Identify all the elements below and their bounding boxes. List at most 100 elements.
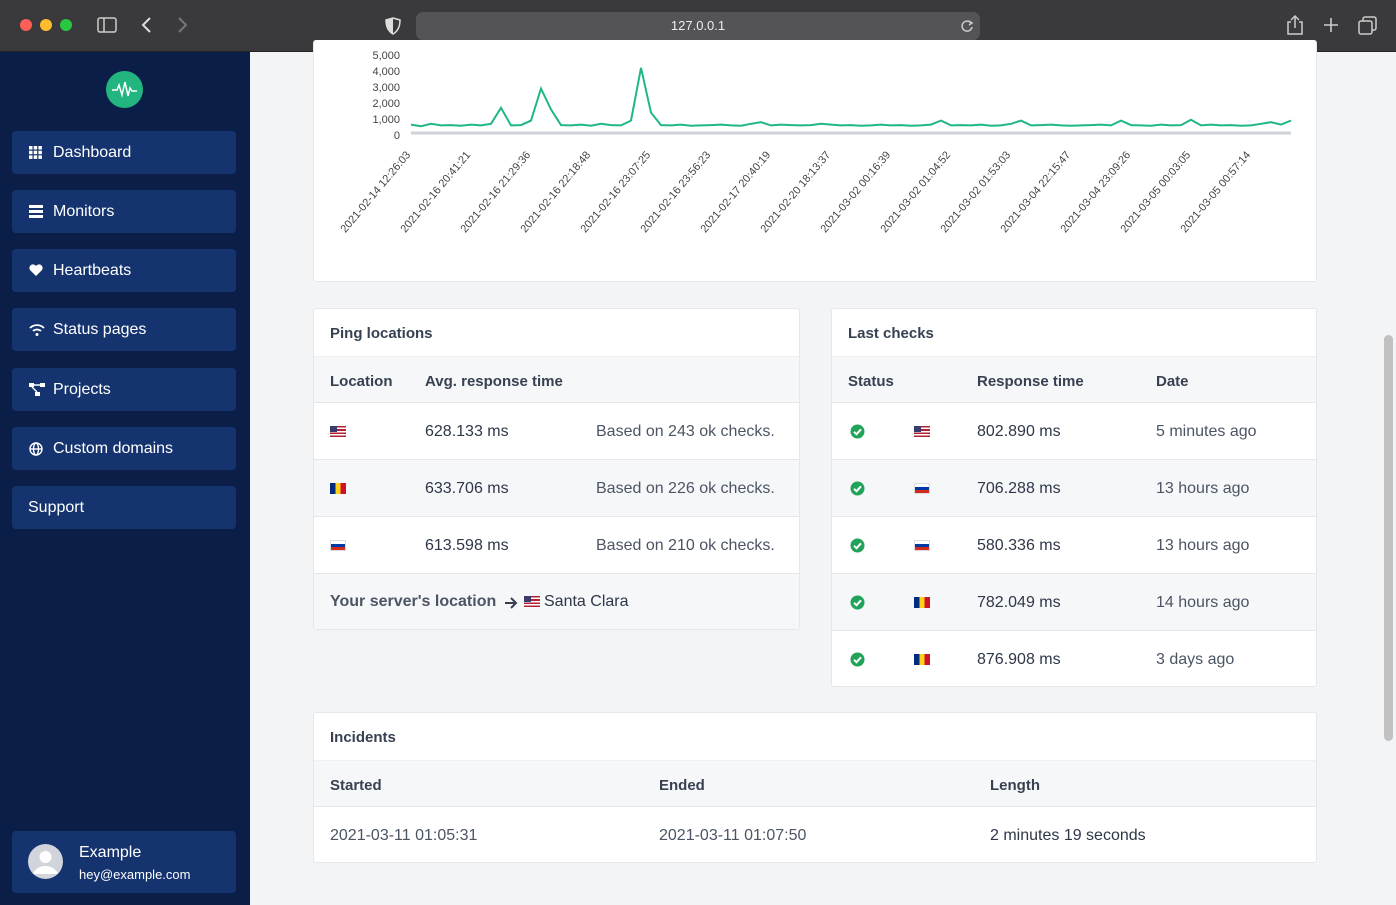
table-row: 580.336 ms 13 hours ago xyxy=(832,517,1316,574)
check-count: Based on 210 ok checks. xyxy=(596,537,775,554)
minimize-button[interactable] xyxy=(40,19,52,31)
user-email: hey@example.com xyxy=(79,867,191,882)
y-tick-label: 2,000 xyxy=(372,98,400,110)
avatar xyxy=(28,844,63,879)
response-time: 633.706 ms xyxy=(425,480,509,497)
new-tab-button[interactable] xyxy=(1322,16,1340,34)
reload-button[interactable] xyxy=(960,19,974,33)
card-title: Last checks xyxy=(848,325,934,342)
nav-item[interactable]: Dashboard xyxy=(12,131,236,174)
nav-item[interactable]: Custom domains xyxy=(12,427,236,470)
back-button[interactable] xyxy=(140,16,154,34)
share-button[interactable] xyxy=(1286,14,1304,36)
y-tick-label: 0 xyxy=(394,130,400,142)
y-tick-label: 4,000 xyxy=(372,66,400,78)
check-count: Based on 243 ok checks. xyxy=(596,423,775,440)
nav-label: Status pages xyxy=(53,321,147,338)
nav-item[interactable]: Heartbeats xyxy=(12,249,236,292)
table-row: 802.890 ms 5 minutes ago xyxy=(832,403,1316,460)
incident-length: 2 minutes 19 seconds xyxy=(990,827,1146,844)
column-header: Date xyxy=(1156,373,1189,390)
y-tick-label: 3,000 xyxy=(372,82,400,94)
arrow-icon xyxy=(505,597,518,609)
check-date: 5 minutes ago xyxy=(1156,423,1257,440)
check-date: 13 hours ago xyxy=(1156,480,1250,497)
nav-icon xyxy=(29,442,43,456)
response-time: 580.336 ms xyxy=(977,537,1061,554)
column-header: Length xyxy=(990,777,1040,794)
card-title: Incidents xyxy=(330,729,396,746)
y-tick-label: 1,000 xyxy=(372,114,400,126)
nav-icon xyxy=(29,205,43,218)
flag-ro xyxy=(914,654,930,665)
nav-icon xyxy=(29,383,45,396)
column-header: Status xyxy=(848,373,894,390)
response-time: 802.890 ms xyxy=(977,423,1061,440)
nav-item[interactable]: Support xyxy=(12,486,236,529)
column-header: Started xyxy=(330,777,382,794)
sidebar-toggle[interactable] xyxy=(97,17,117,33)
status-ok-icon xyxy=(850,652,865,667)
column-header: Avg. response time xyxy=(425,373,563,390)
flag-us xyxy=(914,426,930,437)
check-date: 14 hours ago xyxy=(1156,594,1250,611)
last-checks-card: Last checks Status Response time Date 802.… xyxy=(831,308,1317,687)
nav-icon xyxy=(29,264,43,276)
table-row: 628.133 ms Based on 243 ok checks. xyxy=(314,403,799,460)
table-row: 876.908 ms 3 days ago xyxy=(832,631,1316,686)
nav-icon xyxy=(29,146,42,159)
status-ok-icon xyxy=(850,424,865,439)
table-header: Status Response time Date xyxy=(832,356,1316,403)
response-line xyxy=(410,67,1292,128)
response-time: 782.049 ms xyxy=(977,594,1061,611)
flag-ru xyxy=(914,483,930,494)
sidebar: Dashboard Monitors Heartbeats Status pag… xyxy=(0,52,250,905)
nav-item[interactable]: Monitors xyxy=(12,190,236,233)
shield-icon[interactable] xyxy=(385,17,401,35)
check-rows: 802.890 ms 5 minutes ago 706.288 ms 13 hou… xyxy=(832,403,1316,686)
table-row: 706.288 ms 13 hours ago xyxy=(832,460,1316,517)
table-row: 782.049 ms 14 hours ago xyxy=(832,574,1316,631)
table-row: 2021-03-11 01:05:31 2021-03-11 01:07:50 2 … xyxy=(314,807,1316,862)
response-time: 706.288 ms xyxy=(977,480,1061,497)
flag-ro xyxy=(330,483,346,494)
flag-ro xyxy=(914,597,930,608)
y-tick-label: 5,000 xyxy=(372,50,400,62)
flag-us xyxy=(524,596,540,607)
table-row: 633.706 ms Based on 226 ok checks. xyxy=(314,460,799,517)
user-menu[interactable]: Example hey@example.com xyxy=(12,831,236,893)
nav-label: Dashboard xyxy=(53,144,132,161)
x-tick-label: 2021-03-05 00:57:14 xyxy=(1178,149,1253,235)
chart-card: 0 1,000 2,000 3,000 4,000 5,000 2021-02-14 12:… xyxy=(313,40,1317,282)
check-count: Based on 226 ok checks. xyxy=(596,480,775,497)
status-ok-icon xyxy=(850,481,865,496)
status-ok-icon xyxy=(850,595,865,610)
ping-locations-card: Ping locations Location Avg. response tim… xyxy=(313,308,800,630)
table-row: 613.598 ms Based on 210 ok checks. xyxy=(314,517,799,574)
logo[interactable] xyxy=(106,71,143,108)
zoom-button[interactable] xyxy=(60,19,72,31)
close-button[interactable] xyxy=(20,19,32,31)
scrollbar-thumb[interactable] xyxy=(1384,335,1393,741)
check-date: 13 hours ago xyxy=(1156,537,1250,554)
incident-end: 2021-03-11 01:07:50 xyxy=(659,827,807,844)
flag-ru xyxy=(914,540,930,551)
nav-item[interactable]: Projects xyxy=(12,368,236,411)
response-time: 613.598 ms xyxy=(425,537,509,554)
table-header: Started Ended Length xyxy=(314,760,1316,807)
address-bar[interactable]: 127.0.0.1 xyxy=(416,12,980,40)
nav-label: Projects xyxy=(53,381,111,398)
tabs-button[interactable] xyxy=(1358,16,1378,36)
nav-item[interactable]: Status pages xyxy=(12,308,236,351)
forward-button[interactable] xyxy=(175,16,189,34)
server-location-label: Your server's location xyxy=(330,593,497,610)
nav-label: Support xyxy=(28,499,85,516)
column-header: Response time xyxy=(977,373,1084,390)
column-header: Ended xyxy=(659,777,705,794)
flag-us xyxy=(330,426,346,437)
nav-label: Heartbeats xyxy=(53,262,132,279)
server-location-value: Santa Clara xyxy=(544,593,629,610)
